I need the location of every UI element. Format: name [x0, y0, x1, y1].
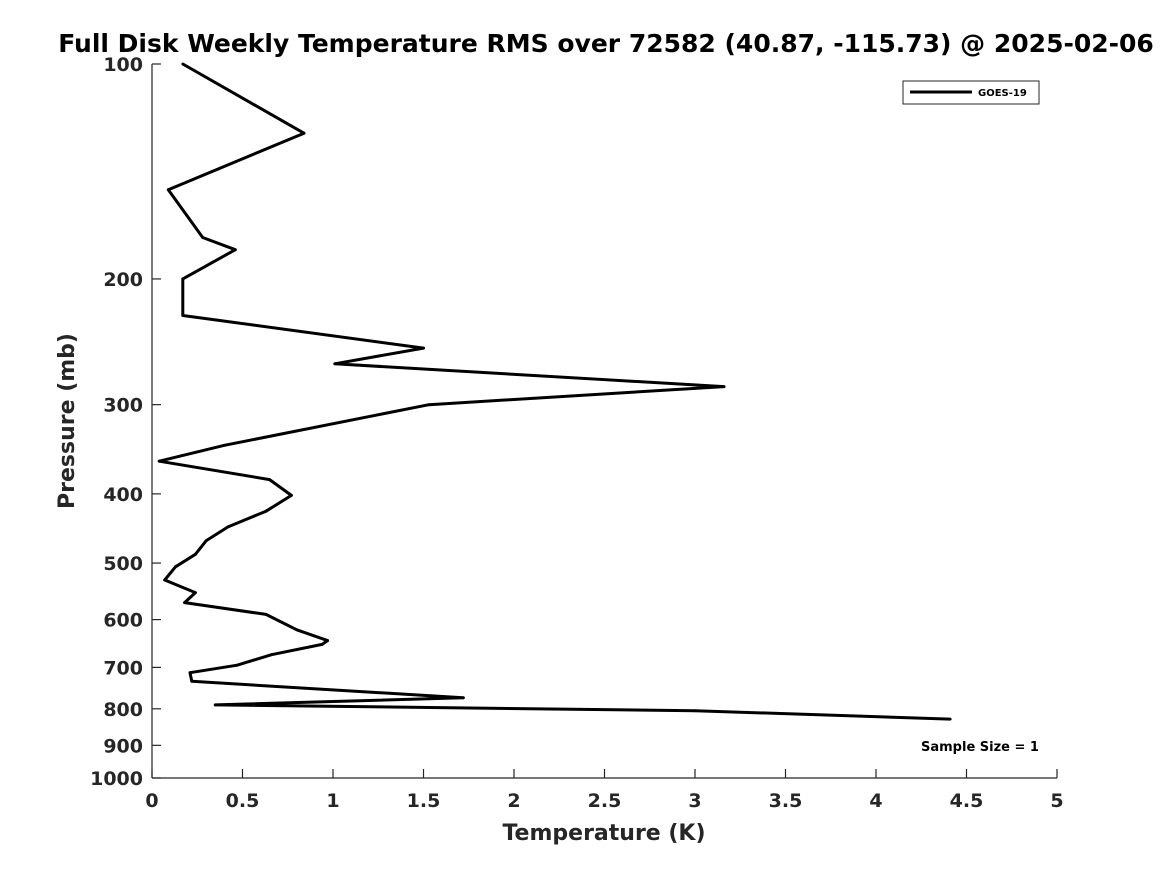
- data-point: [157, 459, 161, 463]
- data-point: [302, 131, 306, 135]
- axes: [151, 64, 1057, 779]
- x-tick-label: 1: [326, 790, 339, 812]
- data-point: [181, 62, 185, 66]
- legend: GOES-19: [902, 80, 1040, 105]
- x-tick-label: 3: [688, 790, 701, 812]
- sample-size-annotation: Sample Size = 1: [921, 740, 1039, 755]
- y-tick-label: 900: [103, 735, 143, 757]
- data-point: [166, 188, 170, 192]
- x-tick-label: 1.5: [407, 790, 441, 812]
- data-point: [268, 478, 271, 481]
- data-point: [948, 717, 952, 721]
- x-tick-label: 0: [145, 790, 158, 812]
- data-point: [295, 628, 299, 632]
- series-line-0: [157, 62, 951, 721]
- y-tick-label: 800: [103, 699, 143, 721]
- data-point: [235, 663, 239, 667]
- data-point: [181, 277, 185, 281]
- data-point: [201, 236, 205, 239]
- data-point: [223, 443, 226, 447]
- x-tick-label: 2: [507, 790, 520, 812]
- data-point: [320, 643, 324, 646]
- data-point: [290, 494, 293, 497]
- chart-title: Full Disk Weekly Temperature RMS over 72…: [58, 29, 1154, 58]
- x-ticks: 0 0.5 1 1.5 2 2.5 3 3.5 4 4.5 5: [145, 769, 1064, 812]
- data-point: [226, 525, 230, 529]
- data-point: [188, 671, 192, 675]
- x-axis-label: Temperature (K): [502, 821, 705, 846]
- y-tick-label: 200: [103, 269, 143, 291]
- data-point: [163, 578, 167, 582]
- x-tick-label: 4: [869, 790, 882, 812]
- data-point: [722, 385, 726, 388]
- data-point: [422, 346, 425, 350]
- data-point: [174, 565, 177, 569]
- data-point: [264, 509, 268, 513]
- data-point: [333, 362, 337, 366]
- y-tick-label: 600: [103, 610, 143, 632]
- y-tick-label: 700: [103, 657, 143, 679]
- data-point: [204, 539, 208, 542]
- data-point: [427, 403, 431, 407]
- y-tick-label: 100: [103, 54, 143, 76]
- x-tick-label: 5: [1050, 790, 1063, 812]
- x-tick-label: 0.5: [226, 790, 260, 812]
- x-tick-label: 3.5: [769, 790, 803, 812]
- y-tick-label: 400: [103, 484, 143, 506]
- series-group: [157, 62, 952, 721]
- y-tick-label: 1000: [90, 768, 143, 790]
- data-point: [233, 248, 237, 252]
- y-tick-label: 300: [103, 395, 143, 417]
- data-point: [461, 696, 465, 700]
- data-point: [194, 591, 197, 594]
- data-point: [270, 653, 273, 657]
- y-ticks: 100 200 300 400 500 600 700 800 900 1000: [90, 54, 161, 790]
- y-axis-label: Pressure (mb): [55, 333, 80, 509]
- data-point: [181, 314, 185, 317]
- data-point: [183, 601, 187, 604]
- x-tick-label: 2.5: [588, 790, 622, 812]
- data-point: [194, 552, 197, 556]
- legend-label: GOES-19: [978, 88, 1027, 99]
- data-point: [190, 679, 194, 683]
- x-tick-label: 4.5: [950, 790, 984, 812]
- data-point: [693, 709, 697, 713]
- data-point: [326, 639, 329, 642]
- y-tick-label: 500: [103, 553, 143, 575]
- data-point: [264, 613, 268, 616]
- data-point: [213, 703, 217, 707]
